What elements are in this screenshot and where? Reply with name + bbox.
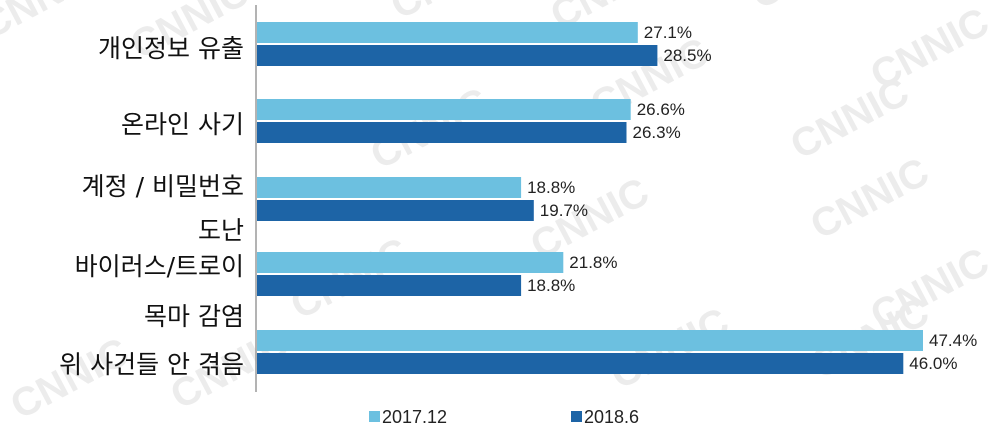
legend-label: 2018.6 bbox=[584, 407, 639, 427]
watermark-text: CNNIC bbox=[744, 0, 877, 18]
category-label: 위 사건들 안 겪음 bbox=[59, 350, 244, 379]
data-label: 47.4% bbox=[929, 331, 977, 350]
watermark-text: CNNIC bbox=[804, 150, 937, 248]
data-label: 18.8% bbox=[527, 178, 575, 197]
watermark-text: CNNIC bbox=[0, 0, 106, 48]
legend-swatch bbox=[369, 411, 380, 422]
category-label: 개인정보 유출 bbox=[98, 34, 244, 63]
bar-2018.6 bbox=[257, 122, 627, 143]
category-label: 바이러스/트로이 bbox=[75, 252, 244, 281]
data-label: 46.0% bbox=[909, 354, 957, 373]
bars bbox=[257, 22, 923, 374]
bar-2017.12 bbox=[257, 177, 522, 198]
category-label: 도난 bbox=[198, 216, 244, 245]
category-label: 온라인 사기 bbox=[121, 110, 244, 139]
bar-2017.12 bbox=[257, 99, 631, 120]
data-label: 19.7% bbox=[540, 201, 588, 220]
data-label: 26.6% bbox=[637, 100, 685, 119]
category-label: 목마 감염 bbox=[144, 302, 244, 331]
data-label: 21.8% bbox=[569, 253, 617, 272]
bar-2017.12 bbox=[257, 22, 638, 43]
bar-2018.6 bbox=[257, 45, 658, 66]
data-label: 18.8% bbox=[527, 276, 575, 295]
bar-2017.12 bbox=[257, 330, 923, 351]
data-label: 27.1% bbox=[644, 23, 692, 42]
legend-swatch bbox=[571, 411, 582, 422]
bar-2018.6 bbox=[257, 275, 522, 296]
bar-2017.12 bbox=[257, 252, 564, 273]
legend: 2017.12 2018.6 bbox=[369, 407, 639, 427]
data-label: 28.5% bbox=[663, 46, 711, 65]
watermark-text: CNNIC bbox=[784, 70, 917, 168]
data-label: 26.3% bbox=[633, 123, 681, 142]
bar-2018.6 bbox=[257, 353, 904, 374]
legend-label: 2017.12 bbox=[382, 407, 447, 427]
value-labels: 27.1% 28.5% 26.6% 26.3% 18.8% 19.7% 21.8% 18.8%… bbox=[527, 23, 977, 373]
category-label: 계정 / 비밀번호 bbox=[82, 172, 244, 201]
bar-2018.6 bbox=[257, 200, 534, 221]
